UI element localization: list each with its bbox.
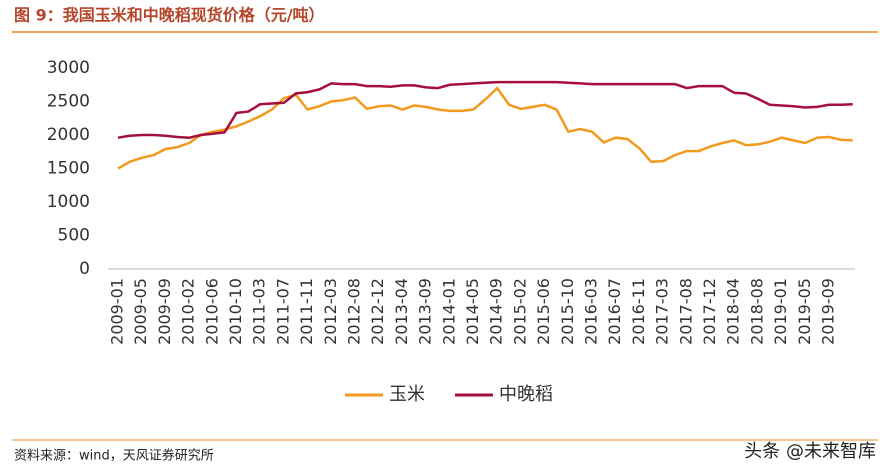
legend-label: 玉米 — [389, 384, 425, 405]
y-tick-label: 2000 — [47, 125, 90, 145]
y-tick-label: 1500 — [47, 159, 90, 179]
x-tick-label: 2009-01 — [108, 278, 127, 345]
y-tick-label: 0 — [79, 259, 90, 279]
series-line — [117, 80, 853, 139]
series-line — [117, 86, 853, 170]
x-tick-label: 2012-03 — [321, 278, 340, 345]
x-tick-label: 2012-08 — [345, 278, 364, 345]
x-tick-label: 2009-05 — [131, 278, 150, 345]
x-tick-label: 2018-08 — [747, 278, 766, 345]
x-tick-label: 2019-01 — [771, 278, 790, 345]
watermark: 头条 @未来智库 — [744, 441, 876, 462]
x-tick-label: 2011-07 — [273, 278, 292, 345]
x-tick-label: 2014-09 — [487, 278, 506, 345]
x-tick-label: 2014-01 — [439, 278, 458, 345]
x-tick-label: 2017-03 — [653, 278, 672, 345]
x-tick-label: 2019-05 — [795, 278, 814, 345]
x-tick-label: 2009-09 — [155, 278, 174, 345]
x-tick-label: 2016-07 — [605, 278, 624, 345]
y-tick-label: 1000 — [47, 192, 90, 212]
y-tick-label: 500 — [58, 226, 90, 246]
x-tick-label: 2013-09 — [416, 278, 435, 345]
x-tick-label: 2019-09 — [819, 278, 838, 345]
x-tick-label: 2010-06 — [202, 278, 221, 345]
x-tick-label: 2013-04 — [392, 278, 411, 345]
x-tick-label: 2016-03 — [582, 278, 601, 345]
x-tick-label: 2015-02 — [510, 278, 529, 345]
x-tick-label: 2011-03 — [250, 278, 269, 345]
x-tick-label: 2015-10 — [558, 278, 577, 345]
x-tick-label: 2010-10 — [226, 278, 245, 345]
y-tick-label: 3000 — [47, 58, 90, 78]
x-tick-label: 2017-12 — [700, 278, 719, 345]
x-tick-label: 2015-06 — [534, 278, 553, 345]
source: 资料来源：wind，天风证券研究所 — [14, 448, 214, 464]
x-tick-label: 2017-08 — [676, 278, 695, 345]
chart-title: 图 9：我国玉米和中晚稻现货价格（元/吨） — [14, 6, 325, 25]
x-tick-label: 2018-04 — [724, 278, 743, 345]
x-tick-label: 2012-12 — [368, 278, 387, 345]
x-tick-label: 2014-05 — [463, 278, 482, 345]
x-tick-label: 2011-11 — [297, 278, 316, 345]
x-tick-label: 2016-11 — [629, 278, 648, 345]
y-tick-label: 2500 — [47, 92, 90, 112]
legend-label: 中晚稻 — [499, 384, 553, 405]
x-tick-label: 2010-02 — [179, 278, 198, 345]
